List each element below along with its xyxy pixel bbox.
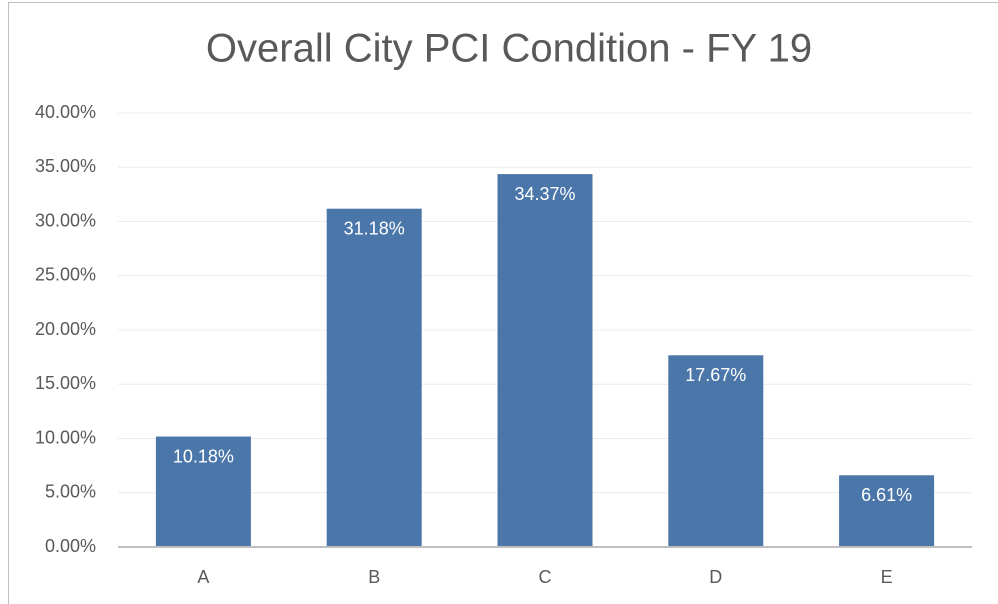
y-tick-label: 30.00% — [35, 210, 96, 230]
data-label: 6.61% — [861, 485, 912, 505]
x-tick-label: D — [709, 567, 722, 587]
bar — [839, 475, 935, 547]
x-tick-label: B — [368, 567, 380, 587]
y-tick-label: 40.00% — [35, 102, 96, 122]
y-tick-label: 15.00% — [35, 373, 96, 393]
y-tick-label: 25.00% — [35, 265, 96, 285]
y-tick-label: 0.00% — [45, 536, 96, 556]
y-tick-label: 10.00% — [35, 427, 96, 447]
data-label: 17.67% — [685, 365, 746, 385]
bar — [497, 174, 593, 547]
bar — [668, 355, 764, 547]
bar — [326, 208, 422, 547]
y-tick-label: 5.00% — [45, 482, 96, 502]
x-tick-label: A — [197, 567, 209, 587]
data-label: 10.18% — [173, 446, 234, 466]
x-tick-label: E — [881, 567, 893, 587]
x-tick-label: C — [539, 567, 552, 587]
data-label: 34.37% — [514, 184, 575, 204]
data-label: 31.18% — [344, 218, 405, 238]
y-tick-label: 35.00% — [35, 156, 96, 176]
y-tick-label: 20.00% — [35, 319, 96, 339]
chart-title: Overall City PCI Condition - FY 19 — [206, 27, 812, 71]
bar — [155, 436, 251, 547]
